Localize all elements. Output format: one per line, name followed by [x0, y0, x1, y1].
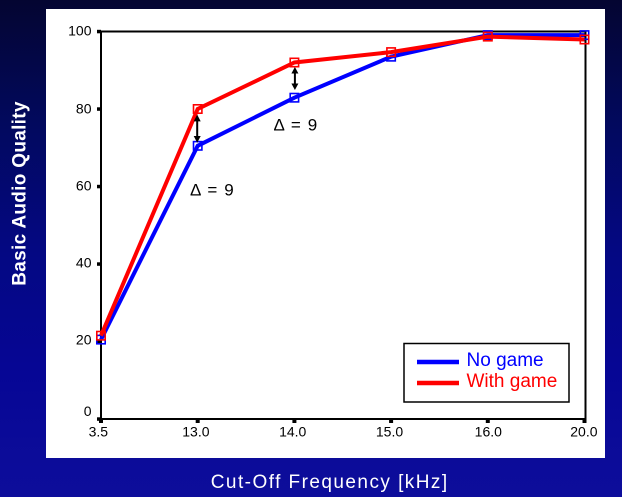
svg-text:With game: With game — [467, 371, 558, 392]
svg-text:15.0: 15.0 — [376, 424, 403, 440]
svg-text:16.0: 16.0 — [475, 424, 502, 440]
svg-text:Δ = 9: Δ = 9 — [190, 181, 235, 200]
svg-text:20.0: 20.0 — [570, 424, 597, 440]
svg-text:No game: No game — [467, 350, 544, 371]
svg-text:Δ = 9: Δ = 9 — [274, 115, 319, 134]
svg-text:80: 80 — [76, 100, 92, 116]
svg-text:20: 20 — [76, 332, 92, 348]
svg-text:3.5: 3.5 — [89, 424, 109, 440]
svg-text:60: 60 — [76, 178, 92, 194]
svg-text:Cut-Off Frequency [kHz]: Cut-Off Frequency [kHz] — [211, 472, 449, 493]
svg-text:40: 40 — [76, 255, 92, 271]
svg-text:0: 0 — [84, 403, 92, 419]
svg-text:14.0: 14.0 — [279, 424, 306, 440]
svg-text:Basic Audio Quality: Basic Audio Quality — [10, 101, 31, 286]
svg-text:13.0: 13.0 — [182, 424, 209, 440]
svg-text:100: 100 — [68, 22, 92, 38]
